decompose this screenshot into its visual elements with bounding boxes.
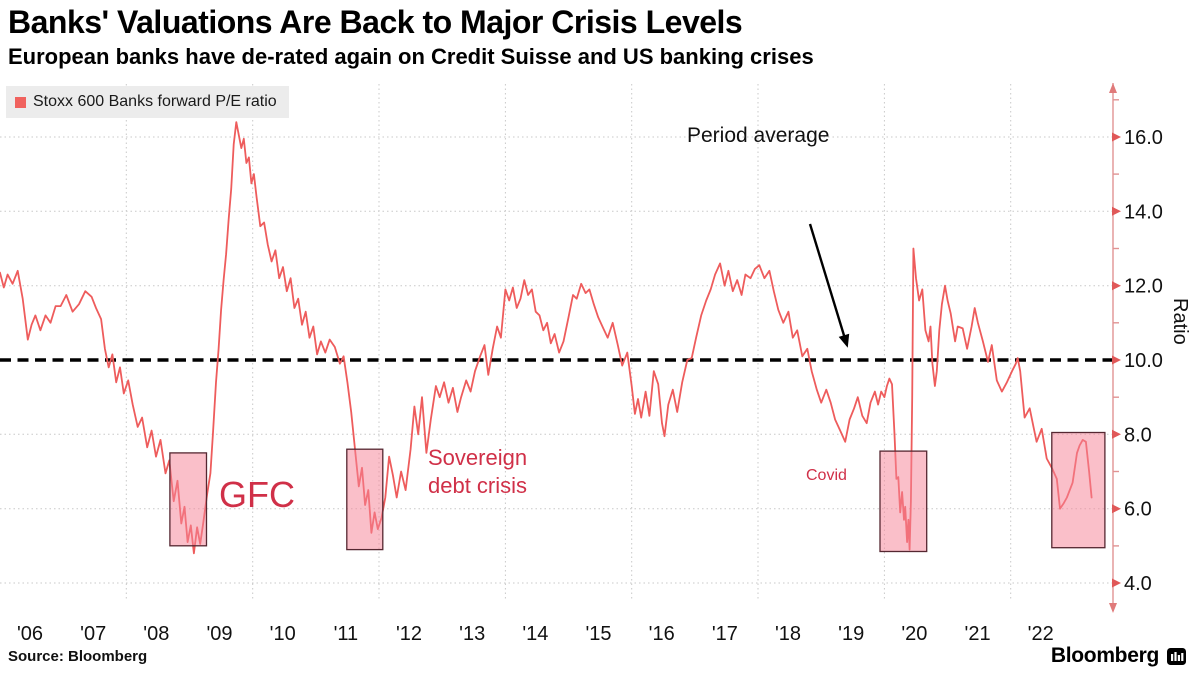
x-tick-label: '08: [143, 623, 169, 645]
crisis-box: [879, 450, 928, 553]
page-title: Banks' Valuations Are Back to Major Cris…: [8, 4, 743, 40]
crisis-box: [346, 448, 384, 551]
gridlines: [0, 84, 1113, 600]
x-tick-label: '19: [838, 623, 864, 645]
x-tick-label: '16: [649, 623, 675, 645]
legend-swatch-icon: [15, 96, 26, 108]
pe-ratio-line: [0, 121, 1093, 555]
x-tick-label: '21: [965, 623, 991, 645]
annotation-sovereign-line2: debt crisis: [428, 472, 528, 498]
crisis-box: [169, 452, 208, 547]
x-tick-label: '12: [396, 623, 422, 645]
y-tick-arrow-icon: [1112, 504, 1121, 514]
legend-label: Stoxx 600 Banks forward P/E ratio: [33, 93, 277, 110]
arrow-shaft: [808, 223, 848, 343]
bloomberg-logo: Bloomberg: [1051, 644, 1186, 668]
x-axis-labels: '06 '07 '08 '09 '10 '11 '12 '13 '14 '15 '16 '17 '18 '…: [17, 623, 1054, 645]
annotation-period-average: Period average: [687, 124, 830, 147]
y-tick-label: 14.0: [1124, 201, 1163, 223]
crisis-highlight-boxes: [169, 431, 1106, 553]
page-subtitle: European banks have de-rated again on Cr…: [8, 44, 814, 69]
crisis-box: [1051, 431, 1106, 549]
y-tick-arrow-icon: [1112, 355, 1121, 365]
x-tick-label: '20: [901, 623, 927, 645]
x-tick-label: '11: [334, 623, 359, 645]
annotation-gfc: GFC: [219, 474, 295, 515]
y-axis-bottom-arrow-icon: [1109, 603, 1117, 613]
y-tick-label: 8.0: [1124, 424, 1152, 446]
y-tick-label: 16.0: [1124, 127, 1163, 149]
y-axis-title: Ratio: [1169, 298, 1191, 345]
x-tick-label: '07: [80, 623, 106, 645]
x-tick-label: '14: [522, 623, 548, 645]
x-tick-label: '22: [1028, 623, 1054, 645]
y-tick-label: 12.0: [1124, 276, 1163, 298]
period-average-arrow: [808, 223, 850, 348]
x-tick-label: '09: [206, 623, 232, 645]
arrow-head-icon: [838, 333, 850, 348]
bloomberg-mark-icon: [1167, 647, 1186, 665]
annotation-covid: Covid: [806, 467, 847, 484]
annotation-sovereign-line1: Sovereign: [428, 445, 528, 470]
y-tick-label: 10.0: [1124, 350, 1163, 372]
y-tick-arrow-icon: [1112, 578, 1121, 588]
y-axis-top-arrow-icon: [1109, 83, 1117, 93]
bloomberg-wordmark: Bloomberg: [1050, 644, 1159, 667]
y-tick-arrow-icon: [1112, 429, 1121, 439]
pe-ratio-line-series: [0, 121, 1093, 555]
x-tick-label: '06: [17, 623, 43, 645]
annotation-sovereign-debt-crisis: Sovereign debt crisis: [428, 444, 527, 499]
y-axis: 16.0 14.0 12.0 10.0 8.0 6.0 4.0: [1109, 83, 1163, 613]
y-tick-label: 6.0: [1124, 499, 1152, 521]
legend: Stoxx 600 Banks forward P/E ratio: [6, 86, 289, 118]
y-tick-arrow-icon: [1112, 206, 1121, 216]
source-credit: Source: Bloomberg: [8, 648, 148, 665]
x-tick-label: '15: [585, 623, 611, 645]
x-tick-label: '10: [270, 623, 296, 645]
y-tick-arrow-icon: [1112, 132, 1121, 142]
x-tick-label: '13: [459, 623, 485, 645]
y-tick-arrow-icon: [1112, 281, 1121, 291]
x-tick-label: '17: [712, 623, 738, 645]
y-tick-label: 4.0: [1124, 573, 1152, 595]
x-tick-label: '18: [775, 623, 801, 645]
